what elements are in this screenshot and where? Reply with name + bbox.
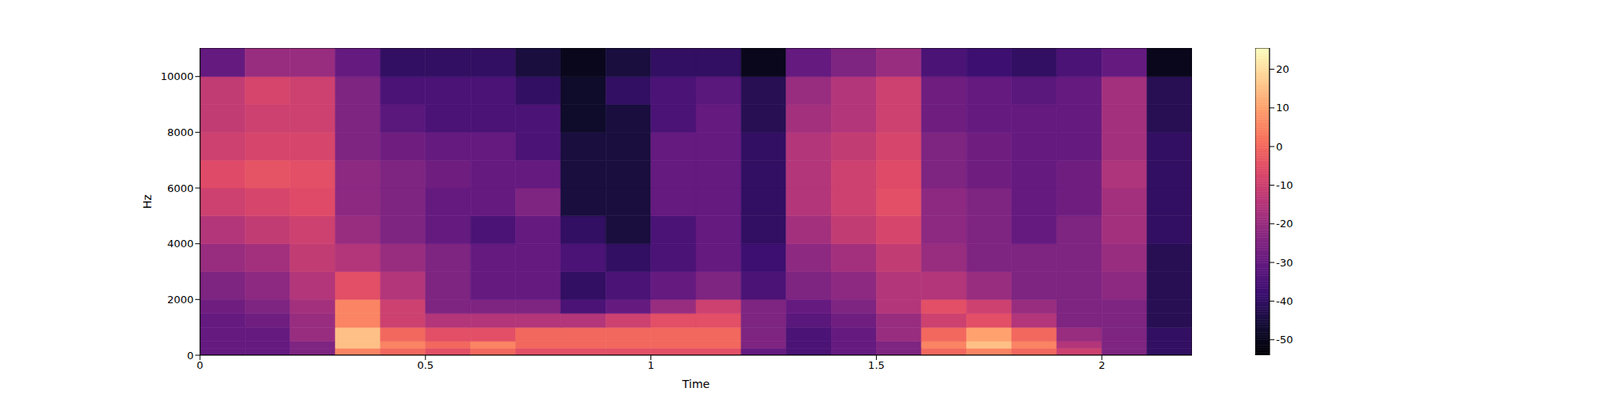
svg-text:-50: -50 [1276,333,1293,346]
svg-text:-20: -20 [1276,217,1293,230]
svg-text:20: 20 [1276,63,1290,76]
svg-text:0: 0 [187,349,194,362]
svg-text:-40: -40 [1276,295,1293,308]
svg-text:0: 0 [196,359,204,372]
svg-text:8000: 8000 [167,126,194,139]
svg-text:2: 2 [1098,359,1105,372]
svg-text:0.5: 0.5 [416,359,434,372]
svg-text:2000: 2000 [167,293,194,306]
html-text:Hz: Hz [140,194,154,209]
svg-text:-30: -30 [1276,256,1293,269]
svg-text:1.5: 1.5 [868,359,885,372]
svg-text:-10: -10 [1276,179,1293,192]
svg-text:4000: 4000 [167,237,194,250]
svg-text:10: 10 [1276,101,1290,114]
svg-text:0: 0 [1276,140,1283,153]
html-text:Time: Time [682,377,710,391]
svg-text:1: 1 [647,359,654,372]
svg-text:6000: 6000 [167,182,194,195]
svg-text:10000: 10000 [160,70,194,83]
